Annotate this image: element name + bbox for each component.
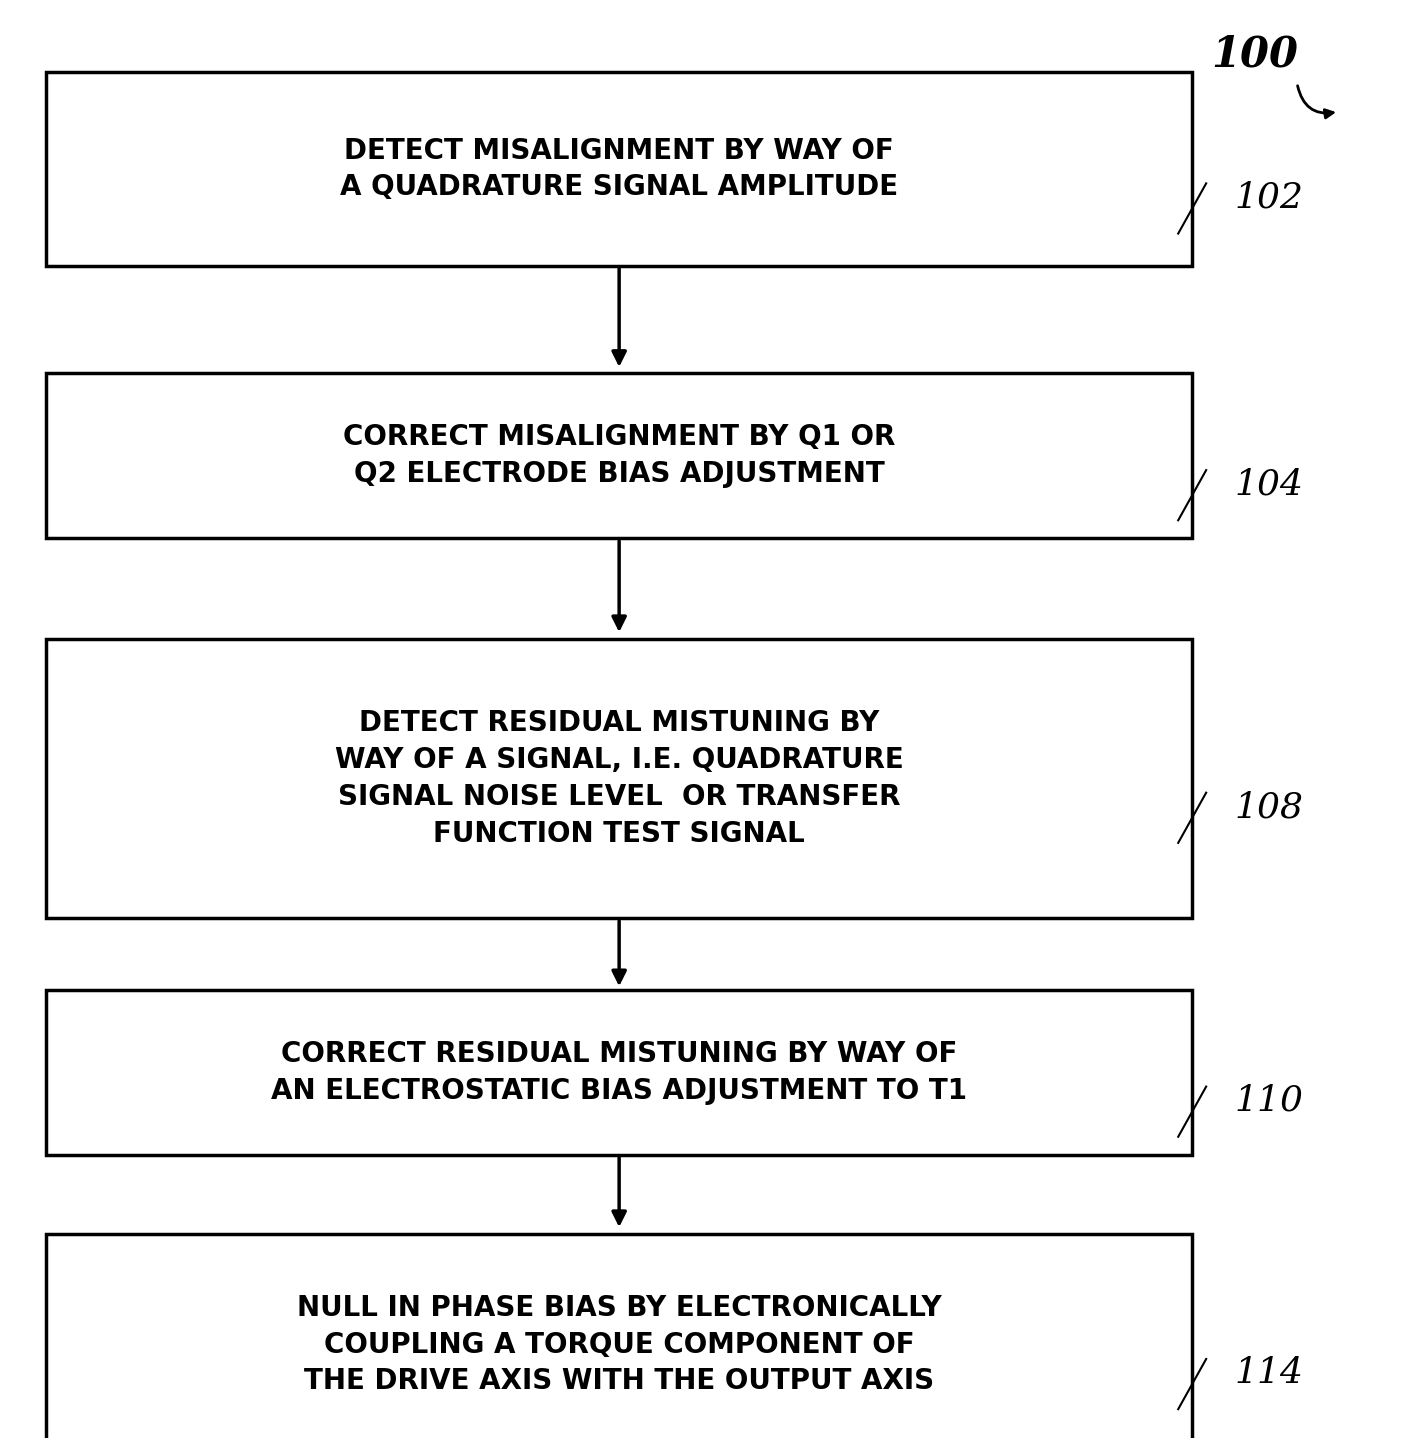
Text: DETECT MISALIGNMENT BY WAY OF
A QUADRATURE SIGNAL AMPLITUDE: DETECT MISALIGNMENT BY WAY OF A QUADRATU… <box>340 137 898 202</box>
Text: CORRECT MISALIGNMENT BY Q1 OR
Q2 ELECTRODE BIAS ADJUSTMENT: CORRECT MISALIGNMENT BY Q1 OR Q2 ELECTRO… <box>343 424 896 489</box>
FancyArrowPatch shape <box>1298 85 1333 118</box>
Text: 114: 114 <box>1234 1357 1303 1390</box>
Text: 108: 108 <box>1234 790 1303 823</box>
Text: DETECT RESIDUAL MISTUNING BY
WAY OF A SIGNAL, I.E. QUADRATURE
SIGNAL NOISE LEVEL: DETECT RESIDUAL MISTUNING BY WAY OF A SI… <box>335 709 904 848</box>
FancyBboxPatch shape <box>46 1233 1192 1442</box>
Text: 102: 102 <box>1234 180 1303 215</box>
FancyBboxPatch shape <box>46 639 1192 919</box>
Text: 110: 110 <box>1234 1084 1303 1118</box>
Text: CORRECT RESIDUAL MISTUNING BY WAY OF
AN ELECTROSTATIC BIAS ADJUSTMENT TO T1: CORRECT RESIDUAL MISTUNING BY WAY OF AN … <box>271 1040 967 1105</box>
Text: 104: 104 <box>1234 467 1303 502</box>
FancyBboxPatch shape <box>46 373 1192 538</box>
Text: NULL IN PHASE BIAS BY ELECTRONICALLY
COUPLING A TORQUE COMPONENT OF
THE DRIVE AX: NULL IN PHASE BIAS BY ELECTRONICALLY COU… <box>297 1293 942 1396</box>
FancyBboxPatch shape <box>46 72 1192 265</box>
Text: 100: 100 <box>1212 33 1299 75</box>
FancyBboxPatch shape <box>46 989 1192 1155</box>
